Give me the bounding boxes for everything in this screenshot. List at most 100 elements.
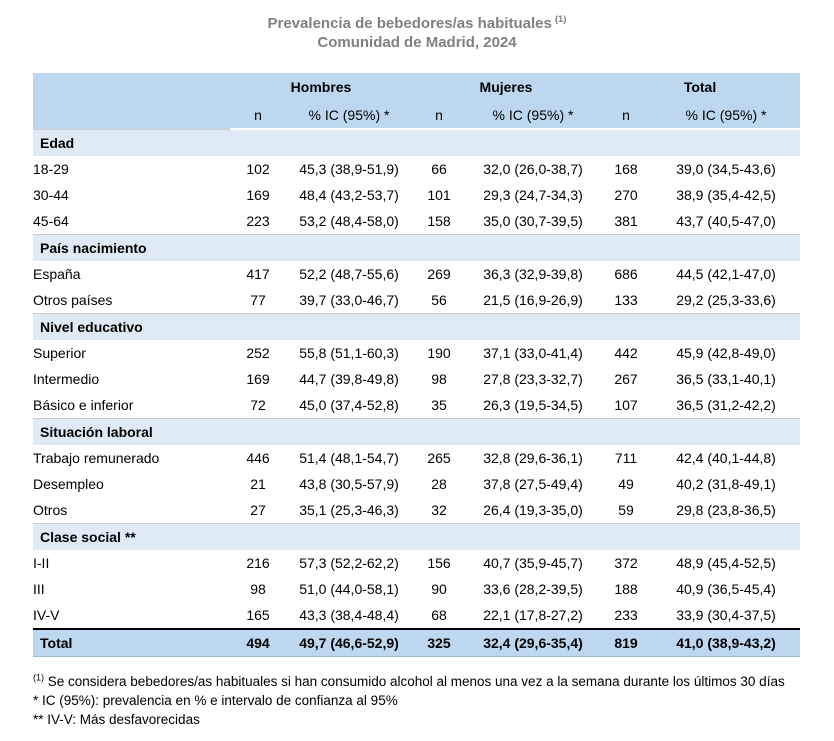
title-line-1: Prevalencia de bebedores/as habituales (…: [0, 14, 834, 33]
table-row: Básico e inferior 72 45,0 (37,4-52,8) 35 26,…: [33, 392, 801, 419]
cell-pct: 48,4 (43,2-53,7): [286, 182, 412, 208]
cell-pct: 40,9 (36,5-45,4): [652, 576, 801, 602]
table-row: Desempleo 21 43,8 (30,5-57,9) 28 37,8 (27,5-…: [33, 471, 801, 497]
cell-pct: 53,2 (48,4-58,0): [286, 208, 412, 235]
row-label: 45-64: [33, 208, 230, 235]
section-row: País nacimiento: [33, 234, 801, 261]
cell-pct: 44,5 (42,1-47,0): [652, 261, 801, 287]
cell-n: 325: [412, 628, 466, 657]
cell-n: 35: [412, 392, 466, 419]
cell-n: 216: [230, 550, 286, 576]
cell-n: 90: [412, 576, 466, 602]
section-label: País nacimiento: [33, 234, 801, 261]
section-label: Nivel educativo: [33, 313, 801, 340]
cell-n: 494: [230, 628, 286, 657]
cell-n: 133: [600, 287, 653, 314]
cell-n: 102: [230, 156, 286, 182]
cell-n: 68: [412, 602, 466, 629]
row-label: I-II: [33, 550, 230, 576]
cell-pct: 48,9 (45,4-52,5): [652, 550, 801, 576]
cell-pct: 44,7 (39,8-49,8): [286, 366, 412, 392]
cell-pct: 37,1 (33,0-41,4): [466, 340, 601, 366]
row-label: Total: [33, 628, 230, 657]
cell-pct: 55,8 (51,1-60,3): [286, 340, 412, 366]
row-label: 18-29: [33, 156, 230, 182]
cell-n: 233: [600, 602, 653, 629]
prevalence-table: Hombres Mujeres Total n % IC (95%) * n %…: [33, 73, 801, 657]
cell-pct: 26,3 (19,5-34,5): [466, 392, 601, 419]
cell-n: 28: [412, 471, 466, 497]
section-row: Situación laboral: [33, 418, 801, 445]
cell-pct: 57,3 (52,2-62,2): [286, 550, 412, 576]
footnotes: (1) Se considera bebedores/as habituales…: [33, 672, 803, 729]
cell-pct: 45,9 (42,8-49,0): [652, 340, 801, 366]
cell-pct: 51,4 (48,1-54,7): [286, 445, 412, 471]
cell-pct: 27,8 (23,3-32,7): [466, 366, 601, 392]
table-row: Intermedio 169 44,7 (39,8-49,8) 98 27,8 (23,…: [33, 366, 801, 392]
cell-pct: 26,4 (19,3-35,0): [466, 497, 601, 524]
cell-pct: 36,3 (32,9-39,8): [466, 261, 601, 287]
section-label: Edad: [33, 128, 801, 156]
row-label: Básico e inferior: [33, 392, 230, 419]
cell-pct: 35,0 (30,7-39,5): [466, 208, 601, 235]
cell-pct: 42,4 (40,1-44,8): [652, 445, 801, 471]
cell-pct: 40,2 (31,8-49,1): [652, 471, 801, 497]
row-label: Otros países: [33, 287, 230, 314]
header-mujeres: Mujeres: [412, 73, 601, 101]
cell-n: 165: [230, 602, 286, 629]
cell-pct: 52,2 (48,7-55,6): [286, 261, 412, 287]
row-label: Superior: [33, 340, 230, 366]
cell-pct: 39,7 (33,0-46,7): [286, 287, 412, 314]
section-row: Clase social **: [33, 523, 801, 550]
header-hombres: Hombres: [230, 73, 412, 101]
table-row: 18-29 102 45,3 (38,9-51,9) 66 32,0 (26,0-38,…: [33, 156, 801, 182]
cell-pct: 32,4 (29,6-35,4): [466, 628, 601, 657]
table-row: I-II 216 57,3 (52,2-62,2) 156 40,7 (35,9-45,…: [33, 550, 801, 576]
cell-n: 269: [412, 261, 466, 287]
cell-n: 169: [230, 366, 286, 392]
subheader-pct-hombres: % IC (95%) *: [286, 101, 412, 130]
cell-pct: 33,9 (30,4-37,5): [652, 602, 801, 629]
cell-n: 265: [412, 445, 466, 471]
page-title: Prevalencia de bebedores/as habituales (…: [0, 14, 834, 52]
table-body: Edad 18-29 102 45,3 (38,9-51,9) 66 32,0 (26,0…: [33, 128, 801, 657]
cell-n: 190: [412, 340, 466, 366]
header-label-spacer: [33, 73, 230, 129]
row-label: 30-44: [33, 182, 230, 208]
subheader-n-hombres: n: [230, 101, 286, 130]
subheader-n-mujeres: n: [412, 101, 466, 130]
cell-n: 442: [600, 340, 653, 366]
subheader-pct-total: % IC (95%) *: [652, 101, 801, 130]
cell-pct: 33,6 (28,2-39,5): [466, 576, 601, 602]
cell-n: 381: [600, 208, 653, 235]
row-label: III: [33, 576, 230, 602]
cell-pct: 21,5 (16,9-26,9): [466, 287, 601, 314]
cell-n: 101: [412, 182, 466, 208]
table-row: 45-64 223 53,2 (48,4-58,0) 158 35,0 (30,7-39…: [33, 208, 801, 235]
subheader-pct-mujeres: % IC (95%) *: [466, 101, 601, 130]
cell-pct: 32,0 (26,0-38,7): [466, 156, 601, 182]
cell-n: 252: [230, 340, 286, 366]
cell-n: 49: [600, 471, 653, 497]
cell-n: 77: [230, 287, 286, 314]
table-row: III 98 51,0 (44,0-58,1) 90 33,6 (28,2-39,5) 1…: [33, 576, 801, 602]
title-line-2: Comunidad de Madrid, 2024: [317, 34, 517, 51]
cell-n: 372: [600, 550, 653, 576]
row-label: IV-V: [33, 602, 230, 629]
cell-pct: 43,8 (30,5-57,9): [286, 471, 412, 497]
cell-n: 223: [230, 208, 286, 235]
cell-pct: 32,8 (29,6-36,1): [466, 445, 601, 471]
table-row: 30-44 169 48,4 (43,2-53,7) 101 29,3 (24,7-34…: [33, 182, 801, 208]
cell-pct: 36,5 (33,1-40,1): [652, 366, 801, 392]
row-label: Trabajo remunerado: [33, 445, 230, 471]
cell-n: 267: [600, 366, 653, 392]
table-header: Hombres Mujeres Total n % IC (95%) * n %…: [33, 73, 801, 130]
cell-pct: 36,5 (31,2-42,2): [652, 392, 801, 419]
cell-pct: 29,8 (23,8-36,5): [652, 497, 801, 524]
cell-n: 158: [412, 208, 466, 235]
cell-n: 188: [600, 576, 653, 602]
cell-pct: 49,7 (46,6-52,9): [286, 628, 412, 657]
footnote-marker: (1): [33, 672, 44, 683]
total-row: Total 494 49,7 (46,6-52,9) 325 32,4 (29,6-35…: [33, 628, 801, 657]
